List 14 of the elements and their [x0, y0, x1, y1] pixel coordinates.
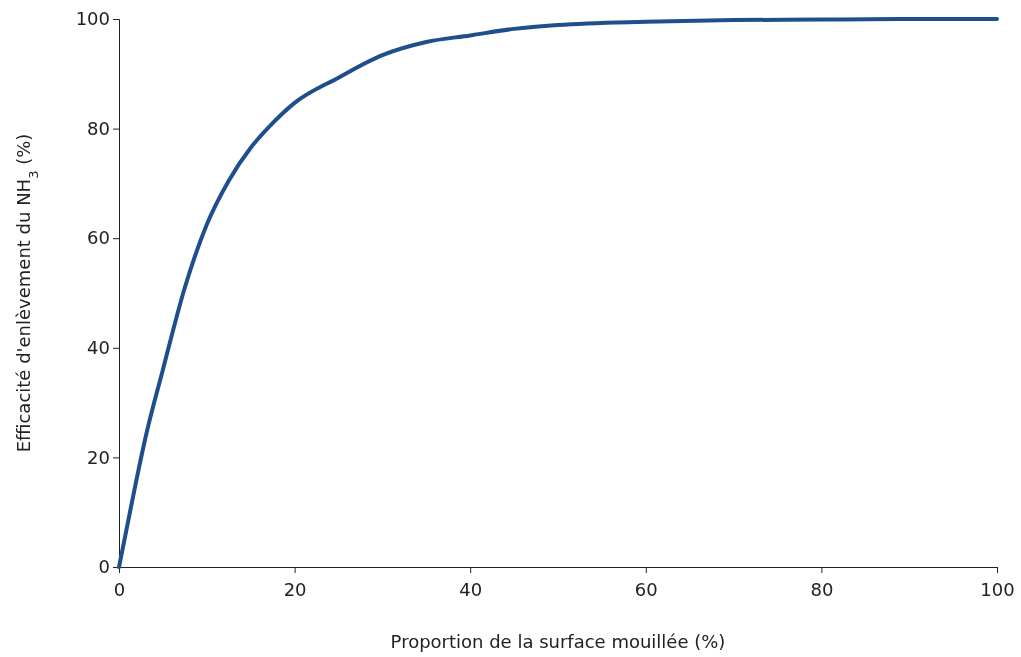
y-tick-label: 20 — [87, 446, 110, 468]
y-tick-label: 60 — [87, 227, 110, 249]
x-tick-label: 80 — [810, 578, 834, 600]
x-tick-label: 40 — [459, 578, 483, 600]
x-tick-label: 0 — [113, 578, 126, 600]
y-tick-label: 100 — [75, 8, 110, 30]
y-tick-label: 80 — [87, 117, 110, 139]
x-tick-label: 60 — [634, 578, 658, 600]
y-tick-label: 40 — [87, 337, 110, 359]
x-axis-title: Proportion de la surface mouillée (%) — [390, 631, 726, 652]
x-tick-label: 20 — [283, 578, 307, 600]
x-tick-label: 100 — [980, 578, 1015, 600]
line-series — [117, 17, 999, 569]
y-tick-label: 0 — [98, 556, 110, 578]
